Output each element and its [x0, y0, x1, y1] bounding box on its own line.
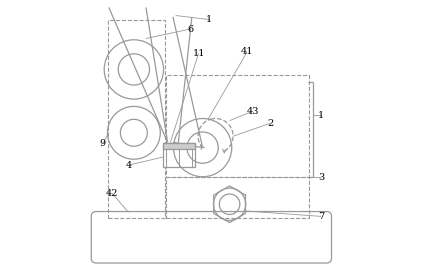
Bar — [163, 143, 195, 149]
Bar — [163, 143, 195, 166]
Text: 42: 42 — [106, 189, 119, 198]
Text: 1: 1 — [318, 111, 324, 120]
Text: 4: 4 — [125, 161, 132, 170]
Text: 7: 7 — [318, 212, 324, 221]
Text: 2: 2 — [267, 119, 273, 128]
FancyBboxPatch shape — [91, 212, 331, 263]
Text: 3: 3 — [318, 173, 324, 182]
Text: 6: 6 — [187, 24, 194, 34]
Bar — [166, 75, 309, 177]
Bar — [166, 177, 309, 218]
Text: 9: 9 — [100, 139, 106, 148]
Text: 43: 43 — [246, 107, 259, 116]
Text: 1: 1 — [206, 15, 213, 24]
Text: 11: 11 — [192, 49, 205, 58]
Bar — [108, 20, 165, 218]
Text: 41: 41 — [241, 47, 253, 56]
Bar — [166, 149, 191, 166]
